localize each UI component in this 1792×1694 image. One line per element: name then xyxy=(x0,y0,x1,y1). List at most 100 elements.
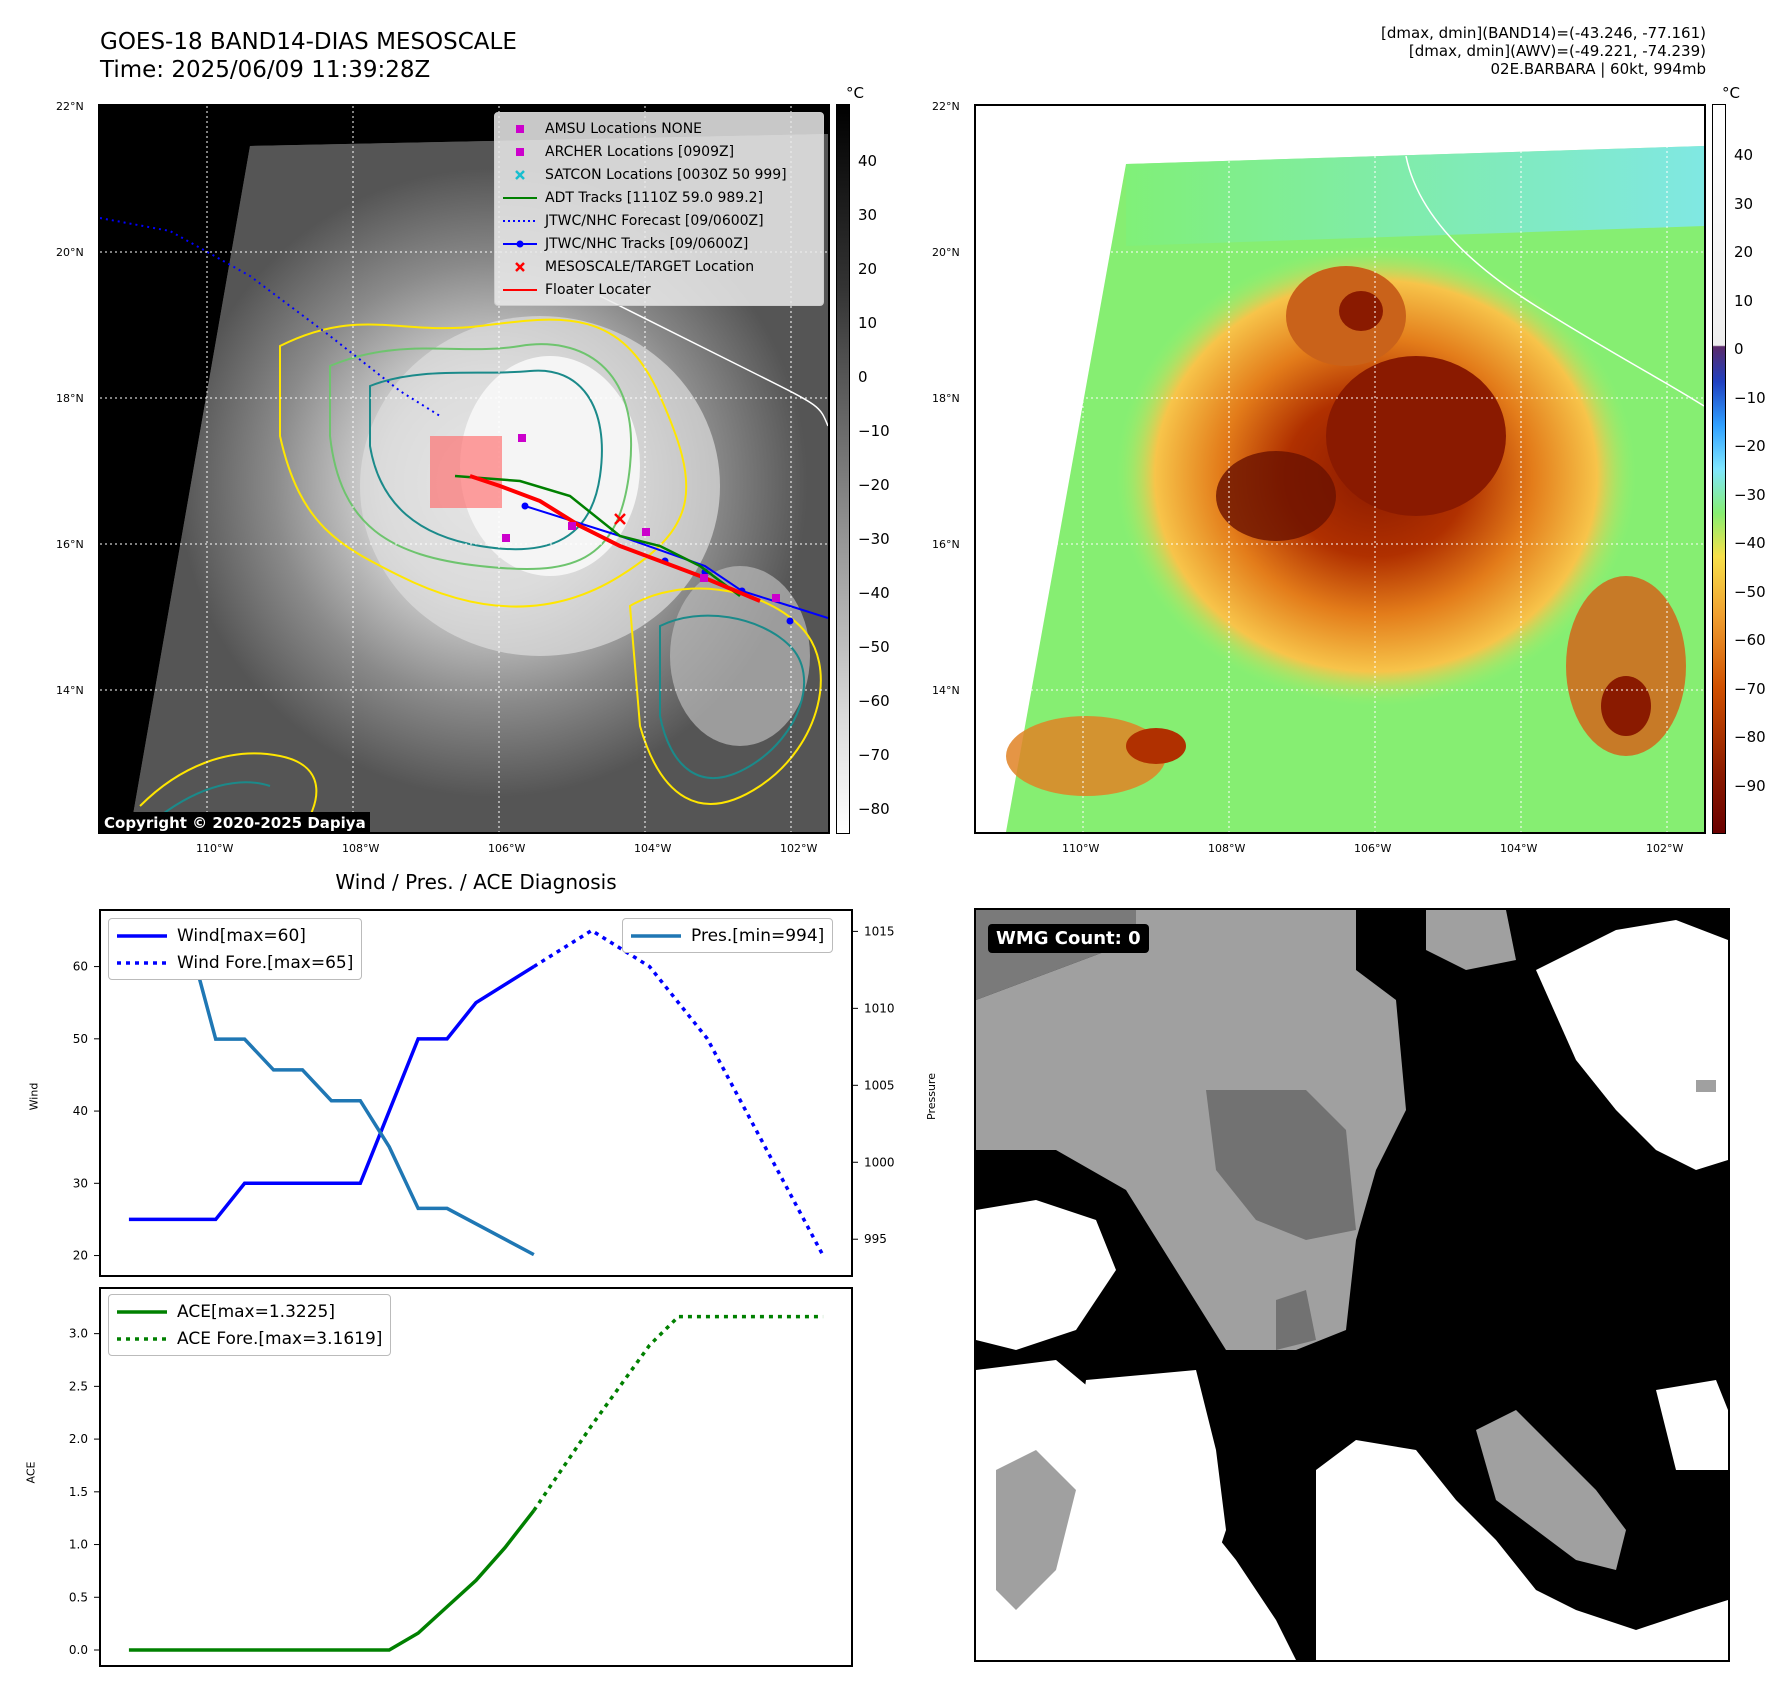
wmg-count-label: WMG Count: 0 xyxy=(988,924,1149,953)
lon-label: 102°W xyxy=(780,842,818,855)
colorbar-tick-label: −30 xyxy=(858,530,890,548)
colorbar-tick-label: −10 xyxy=(1734,388,1766,407)
colorbar-tick-label: −60 xyxy=(1734,631,1766,649)
series-line xyxy=(128,1509,536,1652)
ace-chart: 0.0 0.5 1.0 1.5 2.0 2.5 3.0 xyxy=(69,1287,853,1667)
colorbar-tick-label: 30 xyxy=(858,206,878,224)
pressure-axis-label: Pressure xyxy=(924,1073,938,1120)
lon-label: 106°W xyxy=(488,842,526,855)
colorbar-tick-label: 40 xyxy=(1734,146,1754,164)
lon-label: 104°W xyxy=(1500,842,1538,855)
figure-title: GOES-18 BAND14-DIAS MESOSCALE Time: 2025/… xyxy=(100,28,517,84)
lat-label: 22°N xyxy=(932,100,960,113)
colorbar-tick-label: −40 xyxy=(1734,534,1766,552)
lat-label: 14°N xyxy=(56,684,84,697)
colorbar-tick-label: 40 xyxy=(858,152,878,170)
y-tick-label: 20 xyxy=(73,1249,88,1263)
colorbar-tick-label: −80 xyxy=(858,800,890,818)
stats-band14: [dmax, dmin](BAND14)=(-43.246, -77.161) xyxy=(1381,24,1706,42)
y-tick-label: 50 xyxy=(73,1032,88,1046)
title-line-2: Time: 2025/06/09 11:39:28Z xyxy=(100,57,431,83)
colorbar-tick-label: 20 xyxy=(1734,243,1754,261)
lat-label: 20°N xyxy=(56,246,84,259)
colorbar-tick-label: −50 xyxy=(1734,582,1766,601)
ace-axis-label: ACE xyxy=(24,1461,38,1484)
lat-label: 14°N xyxy=(932,684,960,697)
colorbar-tick-label: 20 xyxy=(858,260,878,278)
colorbar-tick-label: 30 xyxy=(1734,194,1754,213)
colorbar-tick-label: −80 xyxy=(1734,728,1766,746)
colorbar-tick-label: 10 xyxy=(858,314,878,332)
wind-panel-frame xyxy=(99,909,853,1277)
stats-storm: 02E.BARBARA | 60kt, 994mb xyxy=(1490,60,1706,78)
map-legend-label: Floater Locater xyxy=(545,281,651,298)
lat-label: 18°N xyxy=(56,392,84,405)
colorbar-tick-label: −70 xyxy=(1734,679,1766,698)
map-legend-item: JTWC/NHC Forecast [09/0600Z] xyxy=(503,209,815,232)
lon-label: 110°W xyxy=(196,842,234,855)
y-tick-label: 40 xyxy=(73,1104,88,1118)
y-tick-label: 1.0 xyxy=(69,1538,88,1552)
colorbar-unit: °C xyxy=(1722,84,1740,102)
lat-label: 16°N xyxy=(932,538,960,551)
chart-title: Wind / Pres. / ACE Diagnosis xyxy=(335,870,617,894)
colorbar-tick-label: −20 xyxy=(1734,437,1766,455)
y-right-tick-label: 1015 xyxy=(864,924,895,938)
y-tick-label: 0.0 xyxy=(69,1643,88,1657)
map-legend-item: ARCHER Locations [0909Z] xyxy=(503,140,815,163)
title-line-1: GOES-18 BAND14-DIAS MESOSCALE xyxy=(100,29,517,55)
pressure-legend: Pres.[min=994] xyxy=(622,918,834,953)
stats-awv: [dmax, dmin](AWV)=(-49.221, -74.239) xyxy=(1408,42,1706,60)
map-legend-label: ADT Tracks [1110Z 59.0 989.2] xyxy=(545,189,764,206)
lon-label: 108°W xyxy=(1208,842,1246,855)
map-legend-label: JTWC/NHC Forecast [09/0600Z] xyxy=(545,212,764,229)
y-tick-label: 1.5 xyxy=(69,1485,88,1499)
lon-label: 110°W xyxy=(1062,842,1100,855)
lon-label: 108°W xyxy=(342,842,380,855)
ace-legend: ACE[max=1.3225] ACE Fore.[max=3.1619] xyxy=(108,1294,392,1356)
copyright-label: Copyright © 2020-2025 Dapiya xyxy=(100,812,370,834)
lat-label: 20°N xyxy=(932,246,960,259)
legend-wind-forecast-label: Wind Fore.[max=65] xyxy=(177,952,354,973)
colorbar-tick-label: −30 xyxy=(1734,485,1766,504)
ir-color-map xyxy=(974,104,1706,834)
map-legend-item: Floater Locater xyxy=(503,278,815,301)
map-legend-label: MESOSCALE/TARGET Location xyxy=(545,258,755,275)
map-legend-item: AMSU Locations NONE xyxy=(503,117,815,140)
lon-label: 106°W xyxy=(1354,842,1392,855)
y-tick-label: 0.5 xyxy=(69,1590,88,1604)
colorbar-tick-label: 0 xyxy=(858,368,868,386)
y-right-tick-label: 1010 xyxy=(864,1001,895,1015)
series-line xyxy=(128,929,535,1257)
colorbar-tick-label: 0 xyxy=(1734,340,1744,358)
colorbar-tick-label: −40 xyxy=(858,584,890,602)
colorbar-tick-label: −20 xyxy=(858,476,890,494)
color-colorbar xyxy=(1712,104,1726,834)
wind-legend: Wind[max=60] Wind Fore.[max=65] xyxy=(108,918,363,980)
y-tick-label: 30 xyxy=(73,1176,88,1190)
legend-ace-forecast-label: ACE Fore.[max=3.1619] xyxy=(177,1328,383,1349)
y-right-tick-label: 1005 xyxy=(864,1078,895,1092)
map-legend-label: ARCHER Locations [0909Z] xyxy=(545,143,735,160)
colorbar-tick-label: −10 xyxy=(858,422,890,440)
lat-label: 16°N xyxy=(56,538,84,551)
legend-wind-label: Wind[max=60] xyxy=(177,925,306,946)
map-legend-label: AMSU Locations NONE xyxy=(545,120,703,137)
colorbar-unit: °C xyxy=(846,84,864,102)
colorbar-tick-label: 10 xyxy=(1734,291,1754,310)
colorbar-tick-label: −90 xyxy=(1734,776,1766,795)
series-line xyxy=(532,1314,824,1512)
legend-ace-label: ACE[max=1.3225] xyxy=(177,1301,335,1322)
y-tick-label: 2.0 xyxy=(69,1432,88,1446)
map-legend-item: MESOSCALE/TARGET Location xyxy=(503,255,815,278)
colorbar-tick-label: −70 xyxy=(858,746,890,764)
map-legend: AMSU Locations NONE ARCHER Locations [090… xyxy=(494,112,824,306)
series-line xyxy=(128,965,535,1222)
map-legend-item: SATCON Locations [0030Z 50 999] xyxy=(503,163,815,186)
y-tick-label: 60 xyxy=(73,960,88,974)
legend-pressure-label: Pres.[min=994] xyxy=(691,925,825,946)
colorbar-tick-label: −60 xyxy=(858,692,890,710)
map-legend-label: SATCON Locations [0030Z 50 999] xyxy=(545,166,787,183)
map-legend-item: ADT Tracks [1110Z 59.0 989.2] xyxy=(503,186,815,209)
y-tick-label: 2.5 xyxy=(69,1379,88,1393)
